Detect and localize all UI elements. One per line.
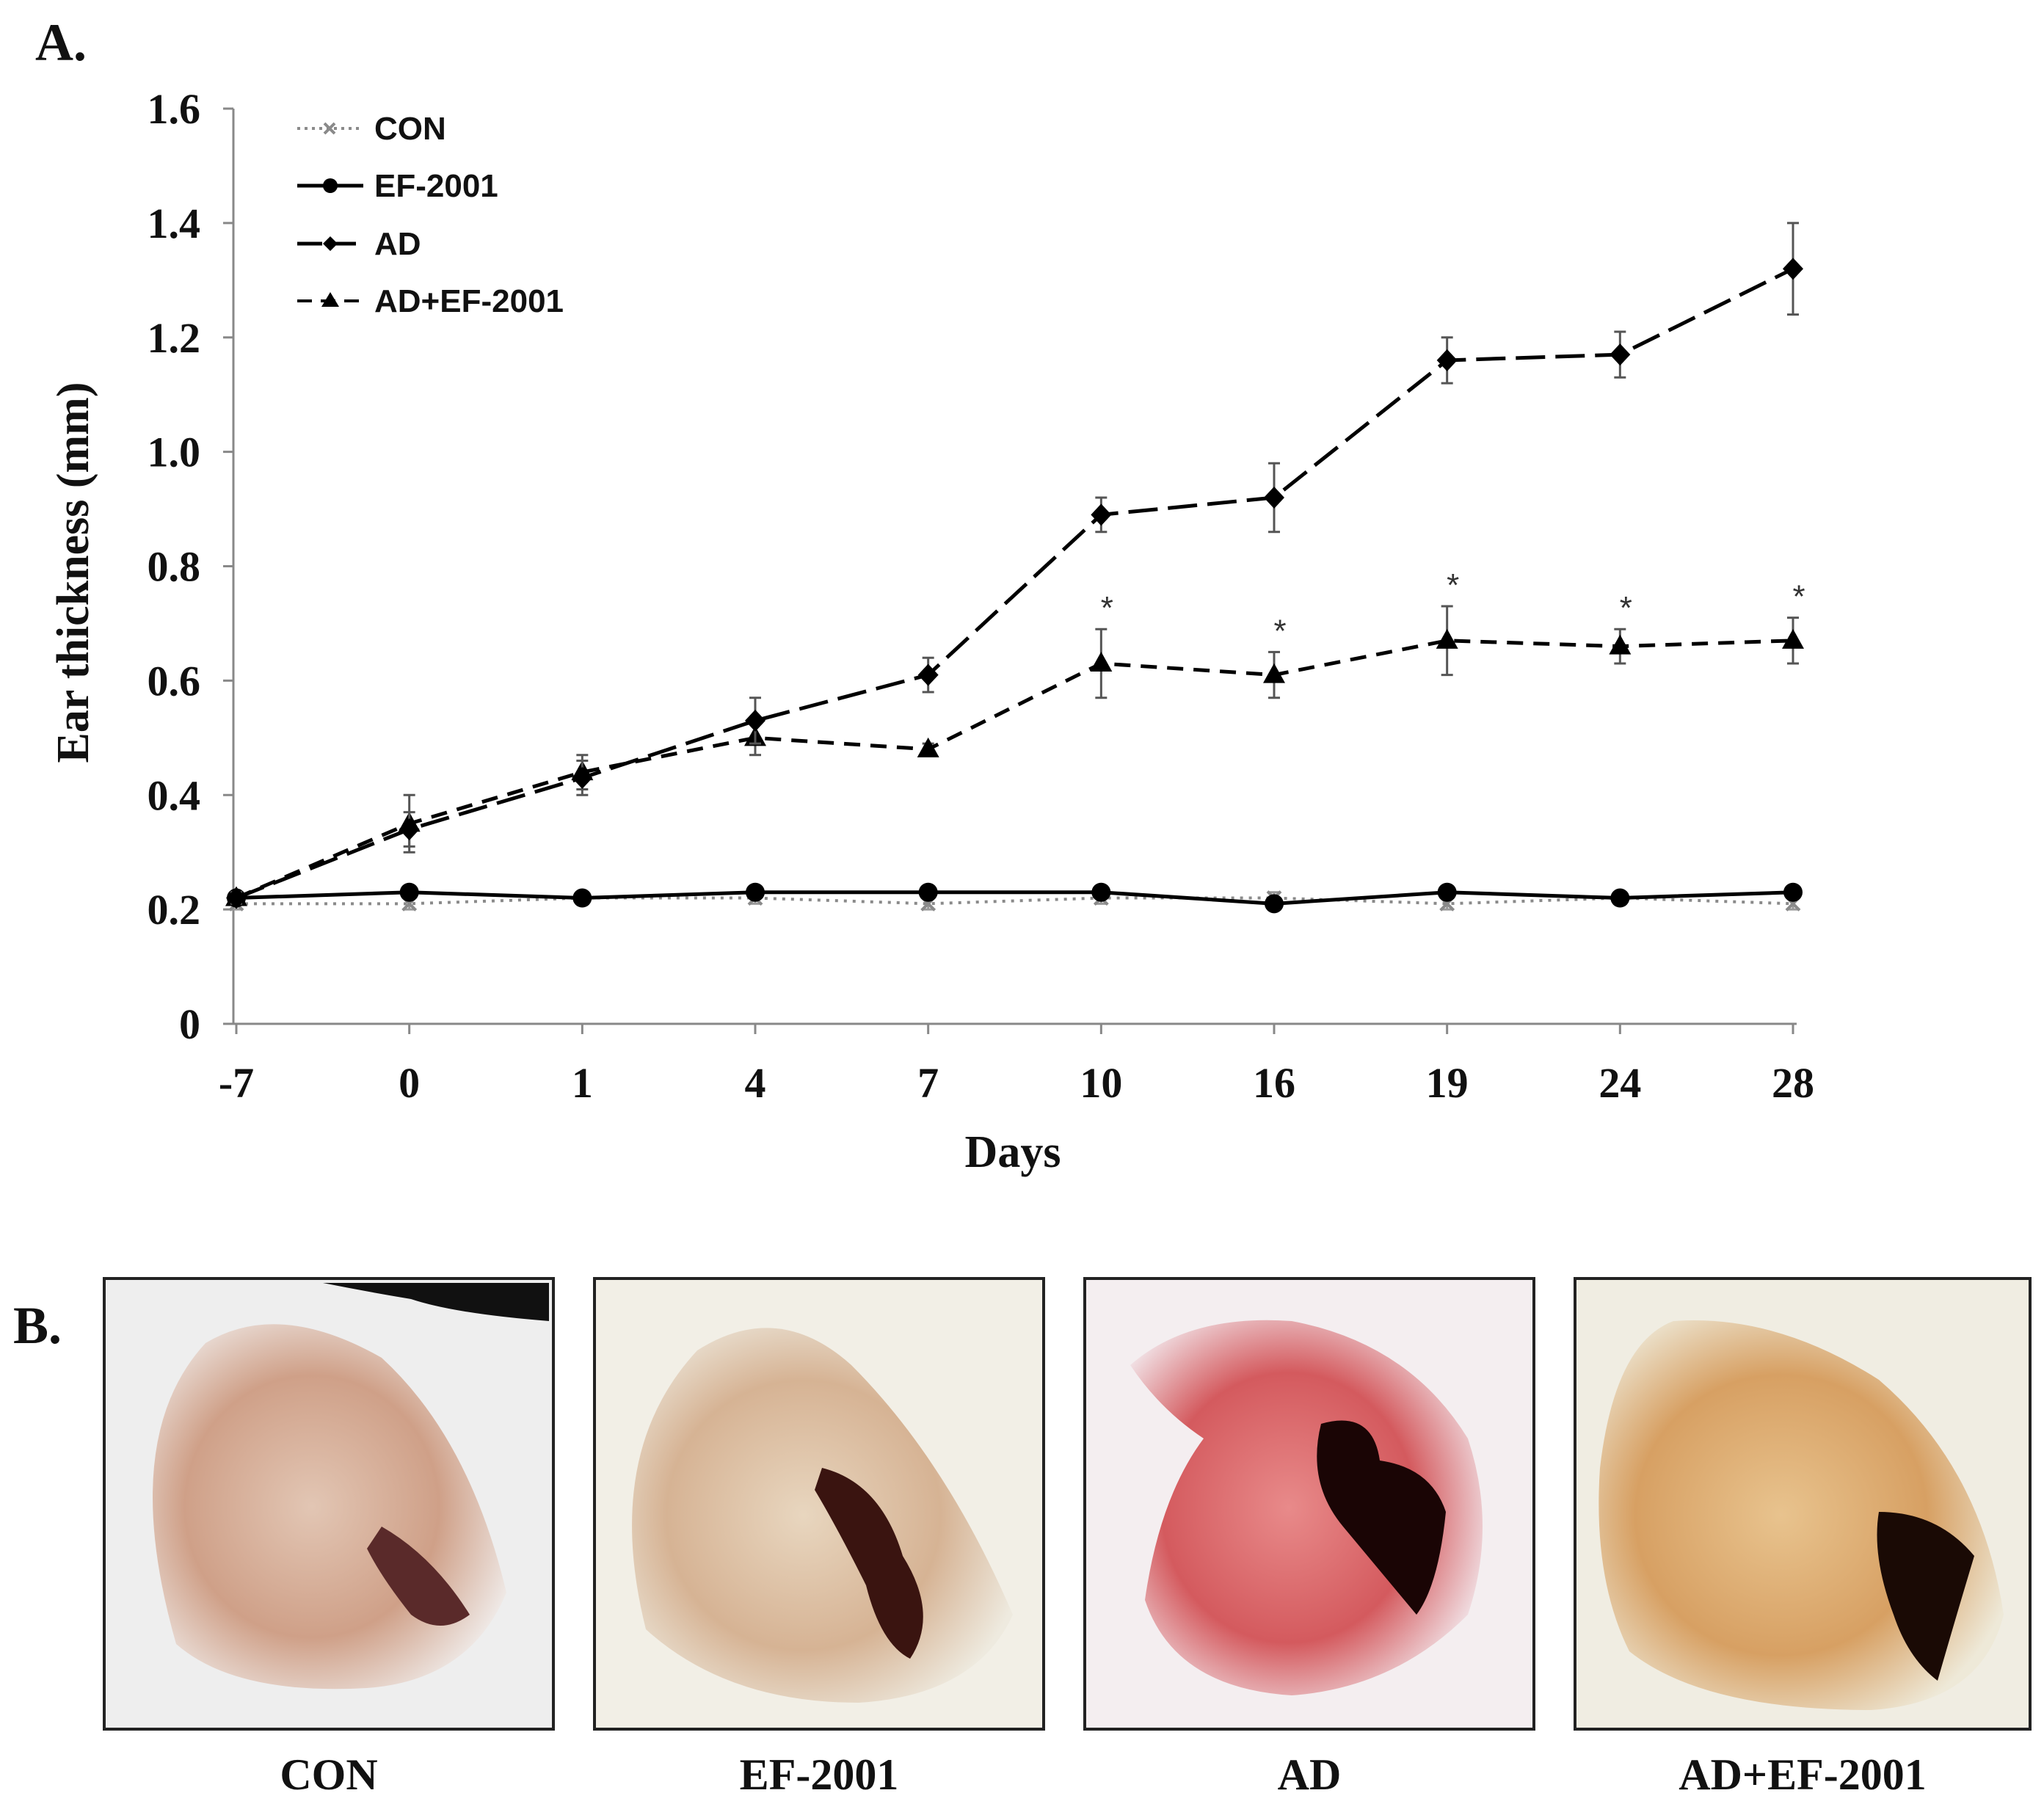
- data-point-ad: [745, 709, 765, 732]
- data-point-ad-ef-2001: [1263, 663, 1285, 683]
- y-tick-label: 1.6: [148, 85, 201, 133]
- x-tick-label: 24: [1599, 1059, 1641, 1107]
- data-point-ad-ef-2001: [1436, 628, 1458, 649]
- x-ticks: -7 0 1 4 7 10 16 19 24 28: [219, 1024, 1814, 1107]
- data-point-ef-2001: [1091, 882, 1111, 902]
- photo-ef2001: [593, 1277, 1045, 1731]
- data-point-ef-2001: [399, 882, 419, 902]
- y-tick-label: 1.2: [148, 314, 201, 362]
- data-point-ad: [1783, 258, 1803, 280]
- y-tick-label: 0: [179, 1000, 200, 1048]
- data-point-ad-ef-2001: [917, 737, 939, 757]
- legend-marker-ad-ef2001: [321, 292, 339, 307]
- panel-b-label: B.: [13, 1296, 62, 1355]
- caption-ad-ef2001: AD+EF-2001: [1679, 1750, 1927, 1799]
- data-point-ad: [1610, 343, 1631, 366]
- photo-ear-ad: [1130, 1320, 1483, 1695]
- legend-label-con: CON: [374, 111, 446, 147]
- data-point-ef-2001: [1265, 894, 1284, 914]
- data-point-ad: [226, 887, 247, 909]
- y-tick-label: 0.4: [148, 771, 201, 819]
- series-line-ef-2001: [236, 890, 1794, 906]
- photo-canal-ad: [1317, 1420, 1446, 1615]
- data-point-ef-2001: [1437, 882, 1457, 902]
- significance-layer: * * * * *: [1101, 567, 1805, 649]
- legend-label-ad: AD: [374, 226, 421, 262]
- data-point-ad: [1436, 349, 1458, 371]
- data-point-ad-ef-2001: [1090, 651, 1113, 672]
- legend: CON EF-2001 AD AD+EF-2001: [297, 111, 564, 319]
- significance-marker: *: [1273, 613, 1286, 649]
- photo-canal-con: [367, 1527, 470, 1626]
- caption-con: CON: [280, 1750, 377, 1799]
- x-tick-label: 7: [917, 1059, 939, 1107]
- y-tick-label: 1.0: [148, 429, 201, 476]
- data-point-ef-2001: [746, 882, 765, 902]
- data-point-ad-ef-2001: [1782, 628, 1804, 649]
- legend-marker-con: [323, 122, 336, 135]
- data-point-ef-2001: [918, 882, 938, 902]
- legend-marker-ef2001: [323, 178, 338, 193]
- x-tick-label: -7: [219, 1059, 254, 1107]
- significance-marker: *: [1620, 590, 1632, 626]
- x-tick-label: 4: [745, 1059, 766, 1107]
- data-point-ad: [1091, 503, 1112, 526]
- series-ad-ef-2001: [225, 605, 1804, 906]
- x-axis-title: Days: [965, 1127, 1061, 1177]
- data-point-ad-ef-2001: [1609, 634, 1632, 655]
- y-tick-label: 0.8: [148, 543, 201, 591]
- series-line-con: [236, 896, 1794, 906]
- data-point-ad: [1264, 486, 1284, 509]
- x-tick-label: 10: [1080, 1059, 1122, 1107]
- y-tick-label: 0.2: [148, 886, 201, 934]
- photo-ad: [1083, 1277, 1535, 1731]
- caption-ef2001: EF-2001: [740, 1750, 899, 1799]
- data-point-ef-2001: [1783, 882, 1803, 902]
- photo-canal-ad-ef2001: [1877, 1512, 1974, 1681]
- panel-a-label: A.: [35, 13, 87, 72]
- series-layer: [225, 222, 1804, 914]
- series-line-ad: [236, 266, 1794, 900]
- photo-dark-fur-con: [323, 1283, 549, 1321]
- y-tick-label: 0.6: [148, 657, 201, 705]
- series-ad: [226, 222, 1803, 909]
- significance-marker: *: [1101, 590, 1113, 626]
- data-point-ad: [399, 818, 420, 841]
- y-ticks: 0 0.2 0.4 0.6 0.8 1.0 1.2 1.4 1.6: [148, 85, 233, 1048]
- significance-marker: *: [1792, 579, 1805, 615]
- significance-marker: *: [1447, 567, 1459, 603]
- data-point-ad: [572, 766, 593, 789]
- data-point-ad: [917, 663, 939, 686]
- photo-con: [103, 1277, 555, 1731]
- caption-ad: AD: [1278, 1750, 1342, 1799]
- legend-label-ef2001: EF-2001: [374, 168, 498, 204]
- x-tick-label: 28: [1772, 1059, 1814, 1107]
- x-tick-label: 0: [399, 1059, 420, 1107]
- x-tick-label: 19: [1426, 1059, 1469, 1107]
- legend-marker-ad: [323, 236, 338, 251]
- y-axis-title: Ear thickness (mm): [48, 382, 98, 763]
- photo-ad-ef2001: [1574, 1277, 2032, 1731]
- data-point-ef-2001: [1610, 888, 1630, 908]
- series-line-ad-ef-2001: [236, 639, 1794, 900]
- photo-canal-ef2001: [815, 1468, 923, 1659]
- data-point-ef-2001: [572, 888, 592, 908]
- x-tick-label: 16: [1253, 1059, 1295, 1107]
- y-tick-label: 1.4: [148, 200, 201, 247]
- x-tick-label: 1: [572, 1059, 593, 1107]
- legend-label-ad-ef2001: AD+EF-2001: [374, 283, 564, 319]
- series-ef-2001: [227, 882, 1803, 914]
